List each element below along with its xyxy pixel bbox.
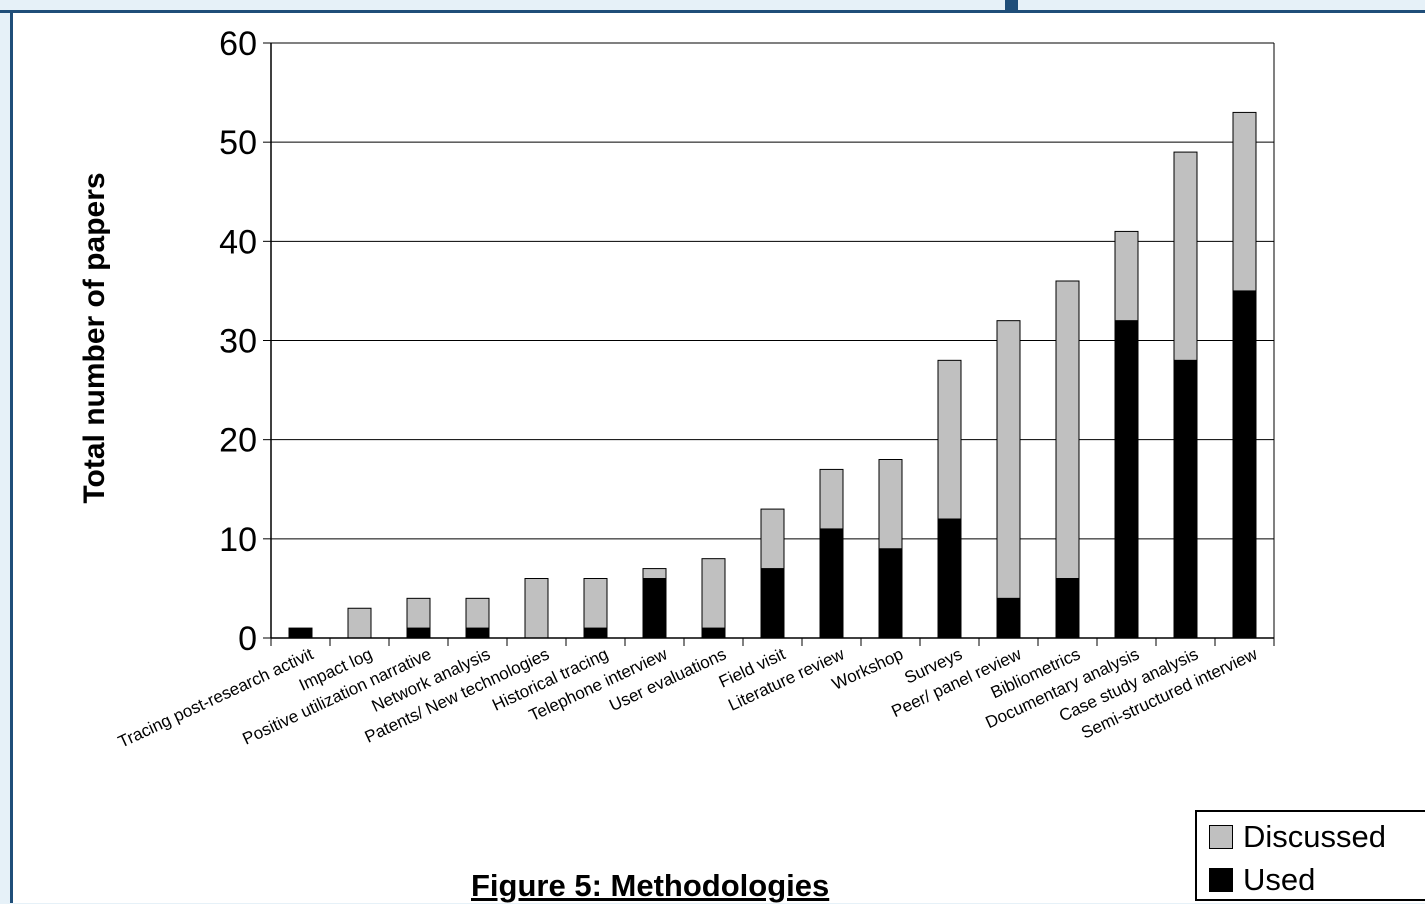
x-category-label: Tracing post-research activit: [115, 644, 316, 751]
legend-label-discussed: Discussed: [1243, 819, 1386, 854]
bar-used: [1114, 320, 1139, 639]
bar-used: [642, 578, 667, 639]
y-tick-label: 30: [219, 323, 257, 361]
y-tick-label: 10: [219, 521, 257, 559]
y-tick-label: 20: [219, 422, 257, 460]
bar-discussed: [701, 558, 726, 629]
bar-discussed: [937, 359, 962, 520]
chart-panel: 0 10 20 30 40 50 60 Tracing post-research acti…: [10, 13, 1425, 903]
bar-used: [996, 597, 1021, 639]
bar-used: [819, 528, 844, 639]
legend-swatch-used: [1209, 868, 1233, 892]
legend-item-used: Used: [1209, 860, 1315, 900]
bar-used: [1055, 578, 1080, 639]
bar-discussed: [524, 578, 549, 639]
bar-discussed: [1173, 151, 1198, 361]
bar-discussed: [642, 568, 667, 579]
bar-used: [406, 627, 431, 639]
y-tick-label: 60: [219, 25, 257, 63]
bar-used: [701, 627, 726, 639]
bar-used: [288, 627, 313, 639]
bar-discussed: [1114, 230, 1139, 322]
bar-used: [1232, 290, 1257, 639]
legend: Discussed Used: [1195, 810, 1425, 901]
y-tick-labels: 0 10 20 30 40 50 60: [219, 25, 257, 658]
y-tick-label: 0: [238, 620, 257, 658]
bar-used: [760, 568, 785, 639]
bar-discussed: [465, 597, 490, 629]
bar-discussed: [996, 320, 1021, 599]
bar-used: [1173, 359, 1198, 639]
gridlines: [271, 42, 1274, 540]
bar-discussed: [760, 508, 785, 570]
bar-used: [937, 518, 962, 639]
axes: [263, 42, 1275, 646]
bar-discussed: [819, 468, 844, 530]
bar-discussed: [583, 578, 608, 629]
bar-used: [465, 627, 490, 639]
legend-item-discussed: Discussed: [1209, 817, 1386, 857]
y-tick-label: 40: [219, 223, 257, 261]
window-frame-notch: [1005, 0, 1018, 13]
bar-discussed: [406, 597, 431, 629]
figure-caption: Figure 5: Methodologies: [471, 868, 830, 903]
y-tick-label: 50: [219, 124, 257, 162]
bars: [288, 111, 1257, 639]
bar-discussed: [878, 459, 903, 550]
legend-swatch-discussed: [1209, 825, 1233, 849]
bar-discussed: [1232, 111, 1257, 292]
y-axis-title: Total number of papers: [78, 172, 111, 503]
bar-used: [878, 548, 903, 639]
stacked-bar-chart: 0 10 20 30 40 50 60 Tracing post-research acti…: [78, 25, 1275, 752]
legend-label-used: Used: [1243, 862, 1316, 897]
window-frame-top: [0, 0, 1425, 13]
bar-discussed: [1055, 280, 1080, 579]
bar-discussed: [347, 607, 372, 639]
bar-used: [583, 627, 608, 639]
